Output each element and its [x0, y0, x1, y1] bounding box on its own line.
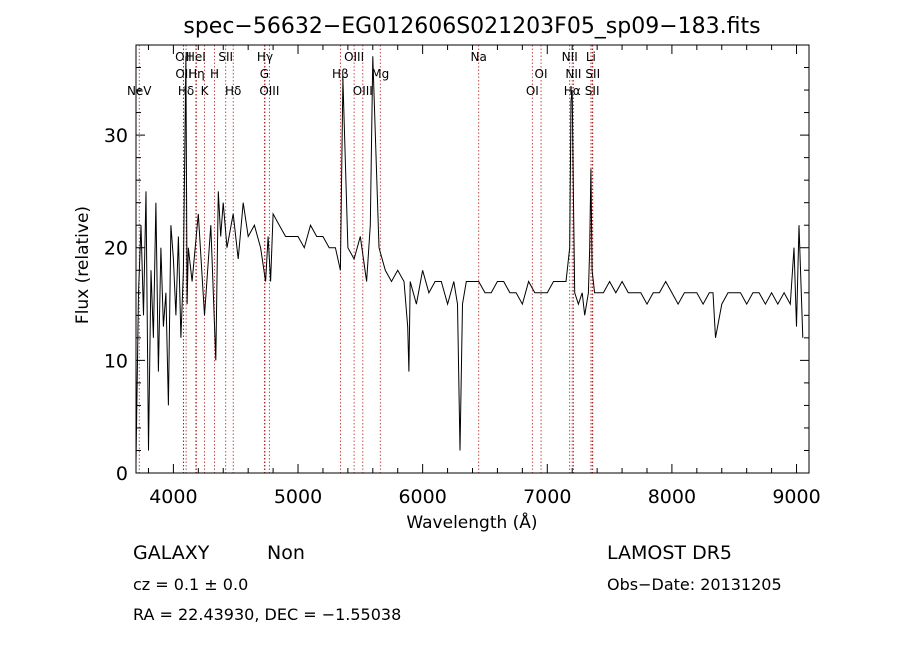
y-axis-label: Flux (relative) [73, 206, 93, 324]
chart-title: spec−56632−EG012606S021203F05_sp09−183.f… [183, 14, 760, 39]
spectral-line-label: Li [586, 50, 596, 64]
spectral-line-label: G [260, 67, 269, 81]
spectral-line-label: Hγ [257, 50, 273, 64]
spectral-line-label: Hβ [332, 67, 349, 81]
spectral-line-label: HeI [186, 50, 206, 64]
x-tick-label: 9000 [772, 486, 820, 508]
x-tick-label: 7000 [523, 486, 571, 508]
redshift-cz: cz = 0.1 ± 0.0 [133, 575, 248, 594]
spectral-line-label: Mg [371, 67, 389, 81]
x-axis-label: Wavelength (Å) [406, 511, 537, 533]
spectral-line-label: OIII [344, 50, 364, 64]
y-tick-label: 0 [116, 463, 128, 485]
spectral-line-label: Hη [188, 67, 205, 81]
ra-dec-coordinates: RA = 22.43930, DEC = −1.55038 [133, 605, 401, 624]
spectral-line-label: OI [535, 67, 548, 81]
spectral-line-label: Na [471, 50, 487, 64]
spectral-line-label: K [201, 84, 210, 98]
y-tick-label: 10 [104, 350, 128, 372]
object-class: GALAXY [133, 542, 210, 564]
spectral-line-label: NII [562, 50, 578, 64]
spectral-line-label: OI [526, 84, 539, 98]
spectral-line-labels: NeVOIIOIIHδHeIHηKHSIIHδHγGOIIIHβOIIIOIII… [127, 50, 600, 98]
spectral-line-label: OII [175, 67, 192, 81]
survey-name: LAMOST DR5 [607, 542, 732, 564]
spectral-line-label: H [210, 67, 219, 81]
plot-frame [135, 44, 810, 474]
spectral-line-label: NeV [127, 84, 152, 98]
spectral-line-label: Hδ [225, 84, 241, 98]
spectral-line-label: OIII [353, 84, 373, 98]
x-axis-ticks: 4000 5000 6000 7000 8000 9000 [147, 45, 821, 508]
spectral-line-label: SII [585, 84, 600, 98]
object-subclass: Non [267, 542, 305, 564]
spectral-line-label: NII [565, 67, 581, 81]
spectral-line-label: OII [175, 50, 192, 64]
y-axis-ticks: 0 10 20 30 [104, 67, 809, 485]
x-tick-label: 8000 [648, 486, 696, 508]
x-tick-label: 6000 [398, 486, 446, 508]
y-tick-label: 30 [104, 125, 128, 147]
spectral-line-label: SII [218, 50, 233, 64]
spectrum-line [135, 56, 804, 462]
spectral-line-label: OIII [259, 84, 279, 98]
x-tick-label: 5000 [274, 486, 322, 508]
observation-date: Obs−Date: 20131205 [607, 575, 782, 594]
spectral-line-markers [138, 45, 594, 473]
y-tick-label: 20 [104, 238, 128, 260]
spectral-line-label: SII [585, 67, 600, 81]
x-tick-label: 4000 [149, 486, 197, 508]
